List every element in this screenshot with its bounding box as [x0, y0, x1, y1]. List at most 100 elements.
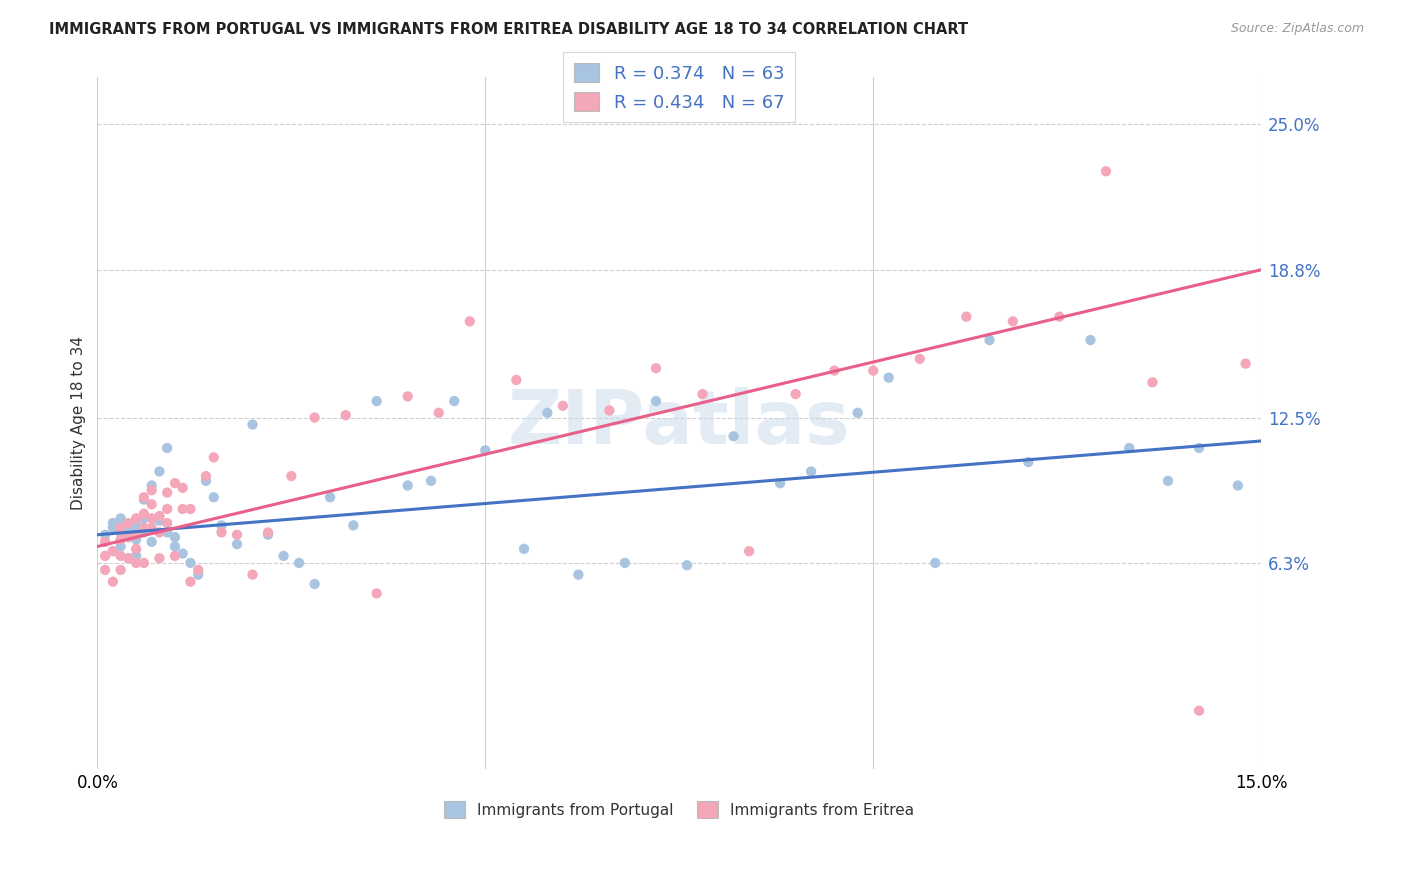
Point — [156, 516, 179, 530]
Point — [924, 556, 946, 570]
Point — [187, 563, 209, 577]
Point — [1157, 474, 1180, 488]
Point — [141, 478, 163, 492]
Point — [125, 549, 148, 563]
Point — [148, 551, 170, 566]
Point — [110, 521, 132, 535]
Point — [163, 540, 186, 554]
Point — [723, 429, 745, 443]
Point — [117, 523, 139, 537]
Point — [202, 490, 225, 504]
Point — [172, 547, 194, 561]
Point — [304, 410, 326, 425]
Point — [785, 387, 807, 401]
Text: IMMIGRANTS FROM PORTUGAL VS IMMIGRANTS FROM ERITREA DISABILITY AGE 18 TO 34 CORR: IMMIGRANTS FROM PORTUGAL VS IMMIGRANTS F… — [49, 22, 969, 37]
Point — [172, 502, 194, 516]
Point — [1017, 455, 1039, 469]
Point — [319, 490, 342, 504]
Point — [342, 518, 364, 533]
Point — [148, 514, 170, 528]
Point — [156, 525, 179, 540]
Point — [846, 406, 869, 420]
Point — [1142, 376, 1164, 390]
Point — [132, 556, 155, 570]
Text: ZIPatlas: ZIPatlas — [508, 387, 851, 460]
Point — [366, 586, 388, 600]
Point — [117, 530, 139, 544]
Point — [908, 351, 931, 366]
Point — [862, 363, 884, 377]
Point — [132, 511, 155, 525]
Point — [877, 370, 900, 384]
Point — [536, 406, 558, 420]
Point — [1188, 441, 1211, 455]
Point — [179, 556, 201, 570]
Point — [257, 528, 280, 542]
Point — [125, 511, 148, 525]
Point — [110, 511, 132, 525]
Point — [94, 549, 117, 563]
Point — [141, 521, 163, 535]
Point — [125, 541, 148, 556]
Point — [94, 534, 117, 549]
Point — [474, 443, 496, 458]
Point — [202, 450, 225, 465]
Point — [955, 310, 977, 324]
Point — [1095, 164, 1118, 178]
Y-axis label: Disability Age 18 to 34: Disability Age 18 to 34 — [72, 336, 86, 510]
Point — [242, 567, 264, 582]
Point — [1047, 310, 1070, 324]
Point — [226, 537, 249, 551]
Point — [769, 476, 792, 491]
Point — [110, 525, 132, 540]
Point — [1118, 441, 1140, 455]
Point — [141, 483, 163, 498]
Point — [692, 387, 714, 401]
Point — [257, 525, 280, 540]
Point — [101, 574, 124, 589]
Point — [420, 474, 443, 488]
Point — [800, 465, 823, 479]
Point — [148, 465, 170, 479]
Point — [211, 518, 233, 533]
Point — [1226, 478, 1249, 492]
Point — [551, 399, 574, 413]
Point — [132, 525, 155, 540]
Point — [141, 511, 163, 525]
Point — [1080, 333, 1102, 347]
Point — [823, 363, 845, 377]
Point — [505, 373, 527, 387]
Point — [125, 556, 148, 570]
Point — [458, 314, 481, 328]
Point — [567, 567, 589, 582]
Point — [117, 516, 139, 530]
Point — [94, 563, 117, 577]
Point — [366, 394, 388, 409]
Point — [132, 507, 155, 521]
Point — [156, 485, 179, 500]
Point — [194, 469, 217, 483]
Point — [101, 544, 124, 558]
Point — [117, 530, 139, 544]
Text: Source: ZipAtlas.com: Source: ZipAtlas.com — [1230, 22, 1364, 36]
Point — [1001, 314, 1024, 328]
Point — [94, 534, 117, 549]
Point — [110, 540, 132, 554]
Point — [1188, 704, 1211, 718]
Point — [141, 497, 163, 511]
Point — [101, 521, 124, 535]
Point — [280, 469, 302, 483]
Point — [132, 490, 155, 504]
Point — [148, 508, 170, 523]
Point — [179, 574, 201, 589]
Point — [94, 528, 117, 542]
Point — [110, 533, 132, 547]
Point — [335, 408, 357, 422]
Point — [979, 333, 1001, 347]
Point — [427, 406, 450, 420]
Point — [598, 403, 620, 417]
Point — [194, 474, 217, 488]
Point — [211, 525, 233, 540]
Point — [132, 521, 155, 535]
Point — [613, 556, 636, 570]
